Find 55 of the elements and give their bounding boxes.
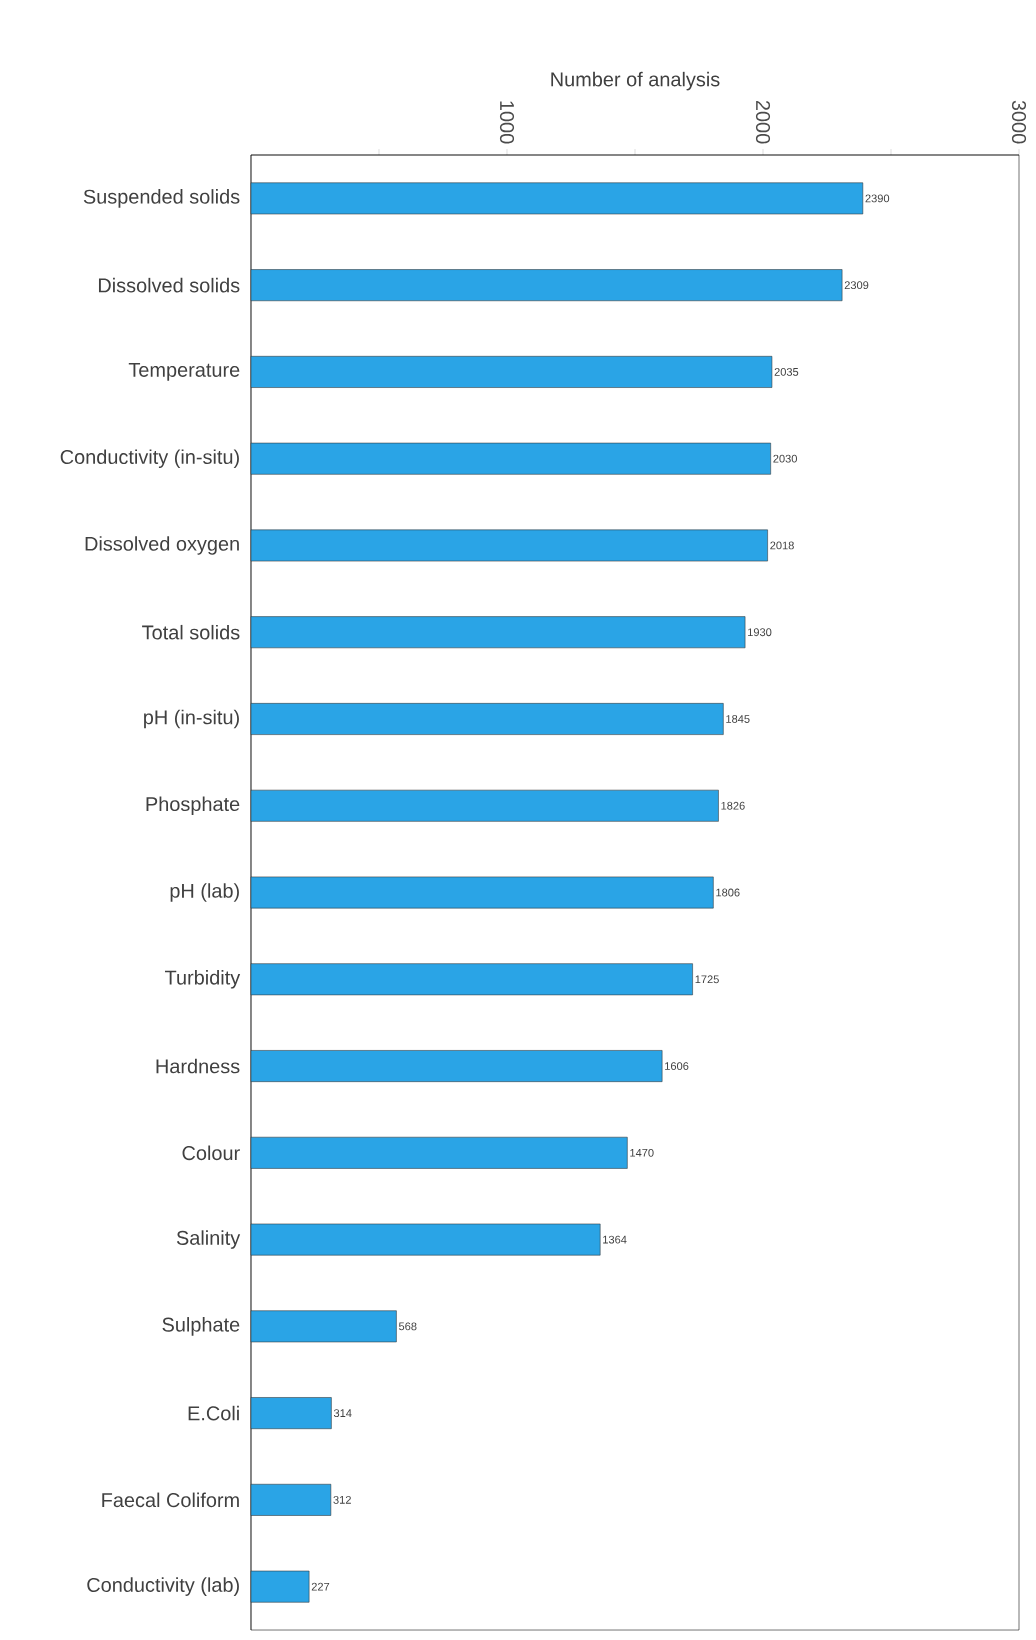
y-tick-label: Temperature (128, 362, 240, 381)
bar (250, 1050, 663, 1082)
y-tick-label: Conductivity (in-situ) (60, 449, 239, 468)
y-tick-label: Hardness (156, 1058, 240, 1074)
y-tick-label: Total solids (142, 624, 240, 640)
x-tick-label: 2000 (755, 100, 771, 144)
y-tick-label: Colour (182, 1145, 240, 1161)
bar (250, 703, 724, 735)
data-label: 2030 (773, 454, 797, 463)
data-label: 1606 (665, 1062, 689, 1070)
data-label: 1470 (630, 1148, 654, 1157)
x-axis-title: Number of analysis (551, 71, 720, 91)
y-tick-label: E.Coli (188, 1405, 239, 1421)
bar (250, 269, 843, 302)
data-label: 2018 (770, 541, 794, 550)
data-label: 227 (311, 1582, 330, 1591)
data-label: 2390 (865, 194, 890, 203)
y-tick-label: pH (in-situ) (144, 709, 239, 729)
data-label: 2309 (844, 281, 869, 290)
bar (250, 182, 864, 215)
data-label: 1845 (726, 715, 750, 723)
x-tick-label: 1000 (499, 101, 515, 144)
y-tick-label: Dissolved oxygen (85, 536, 239, 555)
data-label: 1806 (716, 888, 740, 897)
bar (250, 963, 693, 996)
data-label: 1930 (748, 628, 772, 637)
y-tick-label: Suspended solids (83, 189, 240, 208)
y-tick-label: Conductivity (lab) (87, 1577, 239, 1596)
bar (250, 876, 714, 909)
data-label: 1364 (603, 1235, 627, 1244)
bar (250, 442, 771, 475)
data-label: 568 (398, 1322, 417, 1331)
bar (250, 1136, 628, 1169)
y-tick-label: Salinity (176, 1230, 241, 1249)
data-label: 1725 (695, 975, 719, 984)
y-tick-label: Sulphate (162, 1317, 240, 1336)
x-tick-label: 3000 (1011, 100, 1027, 144)
y-tick-label: pH (lab) (170, 883, 239, 902)
bar (250, 1223, 601, 1256)
y-tick-label: Dissolved solids (98, 277, 240, 293)
data-label: 1826 (721, 801, 745, 810)
data-label: 314 (333, 1409, 352, 1418)
bar (250, 1310, 397, 1343)
bar (250, 356, 773, 388)
bar (250, 1570, 310, 1603)
data-label: 312 (333, 1495, 351, 1504)
y-tick-label: Turbidity (165, 970, 241, 989)
bar (250, 1483, 332, 1516)
bar (250, 616, 746, 649)
bar (250, 789, 719, 822)
y-tick-label: Phosphate (146, 796, 240, 816)
data-label: 2035 (774, 368, 799, 376)
bar (250, 1397, 332, 1429)
y-tick-label: Faecal Coliform (102, 1492, 239, 1508)
bar (250, 529, 768, 562)
